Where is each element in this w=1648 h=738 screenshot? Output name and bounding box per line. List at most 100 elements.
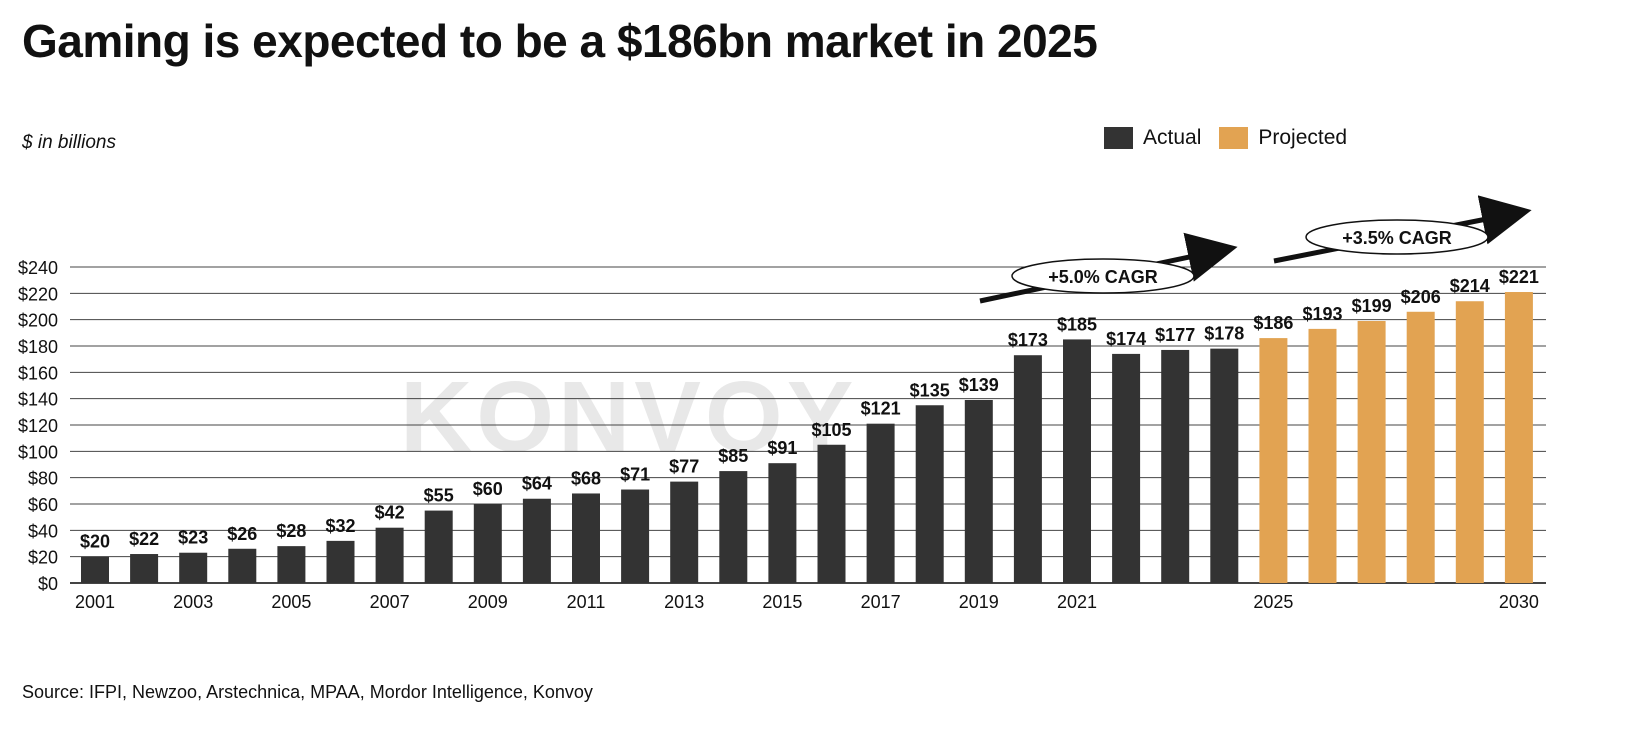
- bar-projected-2026: [1308, 328, 1337, 583]
- bar-actual-2005: [277, 546, 306, 583]
- data-label-2014: $85: [718, 446, 748, 466]
- bar-actual-2017: [866, 423, 895, 583]
- data-label-2010: $64: [522, 474, 552, 494]
- legend-label-projected: Projected: [1258, 126, 1348, 149]
- bar-actual-2013: [670, 481, 699, 583]
- data-label-2005: $28: [276, 521, 306, 541]
- y-tick-label: $140: [18, 390, 58, 410]
- bar-projected-2025: [1259, 338, 1288, 583]
- data-label-2025: $186: [1253, 313, 1293, 333]
- data-label-2013: $77: [669, 457, 699, 477]
- bar-actual-2002: [130, 554, 159, 583]
- data-label-2002: $22: [129, 529, 159, 549]
- bar-actual-2010: [522, 498, 551, 583]
- bar-actual-2021: [1063, 339, 1091, 583]
- data-label-2022: $174: [1106, 329, 1146, 349]
- data-label-2019: $139: [959, 375, 999, 395]
- data-label-2017: $121: [861, 399, 901, 419]
- data-label-2024: $178: [1204, 324, 1244, 344]
- bar-projected-2028: [1406, 311, 1435, 583]
- bar-actual-2006: [326, 540, 355, 583]
- data-label-2008: $55: [424, 486, 454, 506]
- bar-actual-2020: [1013, 355, 1042, 583]
- data-label-2020: $173: [1008, 330, 1048, 350]
- legend-item-projected: Projected: [1219, 126, 1347, 150]
- legend-item-actual: Actual: [1104, 126, 1201, 150]
- bar-actual-2022: [1112, 353, 1141, 583]
- y-tick-label: $60: [28, 495, 58, 515]
- y-tick-label: $180: [18, 337, 58, 357]
- data-label-2007: $42: [375, 503, 405, 523]
- bar-actual-2014: [719, 471, 748, 583]
- data-label-2018: $135: [910, 380, 950, 400]
- data-label-2015: $91: [767, 438, 797, 458]
- bar-actual-2018: [915, 405, 944, 583]
- bar-projected-2030: [1504, 292, 1533, 583]
- y-tick-label: $200: [18, 311, 58, 331]
- x-tick-label: 2001: [75, 592, 115, 612]
- bar-actual-2016: [817, 444, 846, 583]
- unit-label: $ in billions: [22, 132, 116, 153]
- x-tick-label: 2013: [664, 592, 704, 612]
- bar-actual-2001: [81, 556, 109, 583]
- bar-actual-2024: [1210, 348, 1239, 583]
- y-tick-label: $100: [18, 442, 58, 462]
- x-tick-label: 2011: [567, 592, 606, 612]
- bar-actual-2023: [1161, 349, 1190, 583]
- data-label-2004: $26: [227, 524, 257, 544]
- y-tick-label: $40: [28, 521, 58, 541]
- data-label-2001: $20: [80, 532, 110, 552]
- x-tick-label: 2025: [1253, 592, 1293, 612]
- bar-projected-2029: [1455, 301, 1484, 583]
- y-tick-label: $220: [18, 284, 58, 304]
- data-label-2027: $199: [1352, 296, 1392, 316]
- data-label-2026: $193: [1302, 304, 1342, 324]
- cagr-ellipse-projected: [1305, 219, 1489, 255]
- data-label-2012: $71: [620, 465, 650, 485]
- x-tick-label: 2021: [1057, 592, 1097, 612]
- x-tick-label: 2015: [762, 592, 802, 612]
- data-label-2009: $60: [473, 479, 503, 499]
- y-tick-label: $0: [38, 574, 58, 594]
- bar-actual-2019: [964, 399, 993, 583]
- cagr-label-actual: +5.0% CAGR: [1048, 267, 1158, 287]
- cagr-ellipse-actual: [1011, 258, 1195, 294]
- y-tick-label: $20: [28, 548, 58, 568]
- x-tick-label: 2009: [468, 592, 508, 612]
- bar-projected-2027: [1357, 320, 1386, 583]
- legend-swatch-projected: [1219, 127, 1249, 149]
- y-tick-label: $240: [18, 258, 58, 278]
- data-label-2023: $177: [1155, 325, 1195, 345]
- x-tick-label: 2017: [861, 592, 901, 612]
- legend-swatch-actual: [1104, 127, 1133, 149]
- data-label-2006: $32: [325, 516, 355, 536]
- bar-actual-2012: [621, 489, 650, 583]
- bar-actual-2015: [768, 463, 797, 583]
- bar-actual-2008: [424, 510, 453, 583]
- source-note: Source: IFPI, Newzoo, Arstechnica, MPAA,…: [22, 682, 593, 702]
- y-tick-label: $80: [28, 469, 58, 489]
- legend: Actual Projected: [1104, 126, 1365, 150]
- bar-actual-2007: [375, 527, 404, 583]
- data-label-2011: $68: [571, 468, 601, 488]
- data-label-2003: $23: [178, 528, 208, 548]
- x-tick-label: 2005: [271, 592, 311, 612]
- bar-actual-2011: [572, 493, 600, 583]
- data-label-2028: $206: [1401, 287, 1441, 307]
- x-tick-label: 2007: [370, 592, 410, 612]
- x-tick-label: 2030: [1499, 592, 1539, 612]
- chart-title: Gaming is expected to be a $186bn market…: [22, 15, 1098, 67]
- data-label-2029: $214: [1450, 276, 1490, 296]
- data-label-2021: $185: [1057, 314, 1097, 334]
- y-tick-label: $120: [18, 416, 58, 436]
- x-tick-label: 2019: [959, 592, 999, 612]
- bar-actual-2004: [228, 548, 257, 583]
- x-tick-label: 2003: [173, 592, 213, 612]
- y-tick-label: $160: [18, 363, 58, 383]
- bar-actual-2009: [473, 504, 502, 583]
- data-label-2030: $221: [1499, 267, 1539, 287]
- bar-actual-2003: [179, 552, 208, 583]
- cagr-label-projected: +3.5% CAGR: [1342, 228, 1452, 248]
- data-label-2016: $105: [811, 420, 851, 440]
